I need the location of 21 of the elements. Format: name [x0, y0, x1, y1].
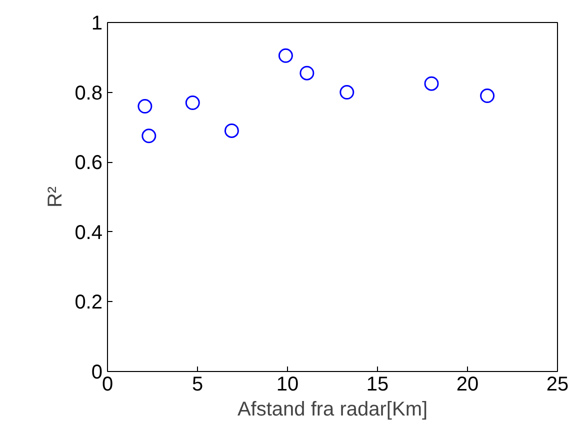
point: [185, 96, 200, 110]
point: [138, 99, 152, 114]
x-tick-label: 10: [276, 374, 299, 396]
point: [300, 66, 314, 80]
y-axis-title: R²: [44, 186, 67, 208]
point: [278, 48, 293, 63]
y-tick-label: 0.8: [74, 82, 103, 104]
x-tick-label: 20: [456, 374, 479, 396]
point: [142, 128, 156, 144]
y-tick-label: 0.6: [74, 152, 103, 174]
point: [424, 76, 439, 91]
y-tick-label: 0.4: [74, 222, 103, 244]
x-tick-label: 5: [192, 374, 204, 396]
point: [340, 85, 354, 100]
y-tick-label: 0.2: [74, 292, 103, 314]
x-tick-label: 15: [366, 374, 389, 396]
x-tick-label: 25: [546, 374, 569, 396]
y-tick-label: 1: [91, 12, 102, 34]
point: [480, 88, 495, 104]
x-axis-title: Afstand fra radar[Km]: [237, 398, 428, 420]
point: [224, 123, 239, 138]
